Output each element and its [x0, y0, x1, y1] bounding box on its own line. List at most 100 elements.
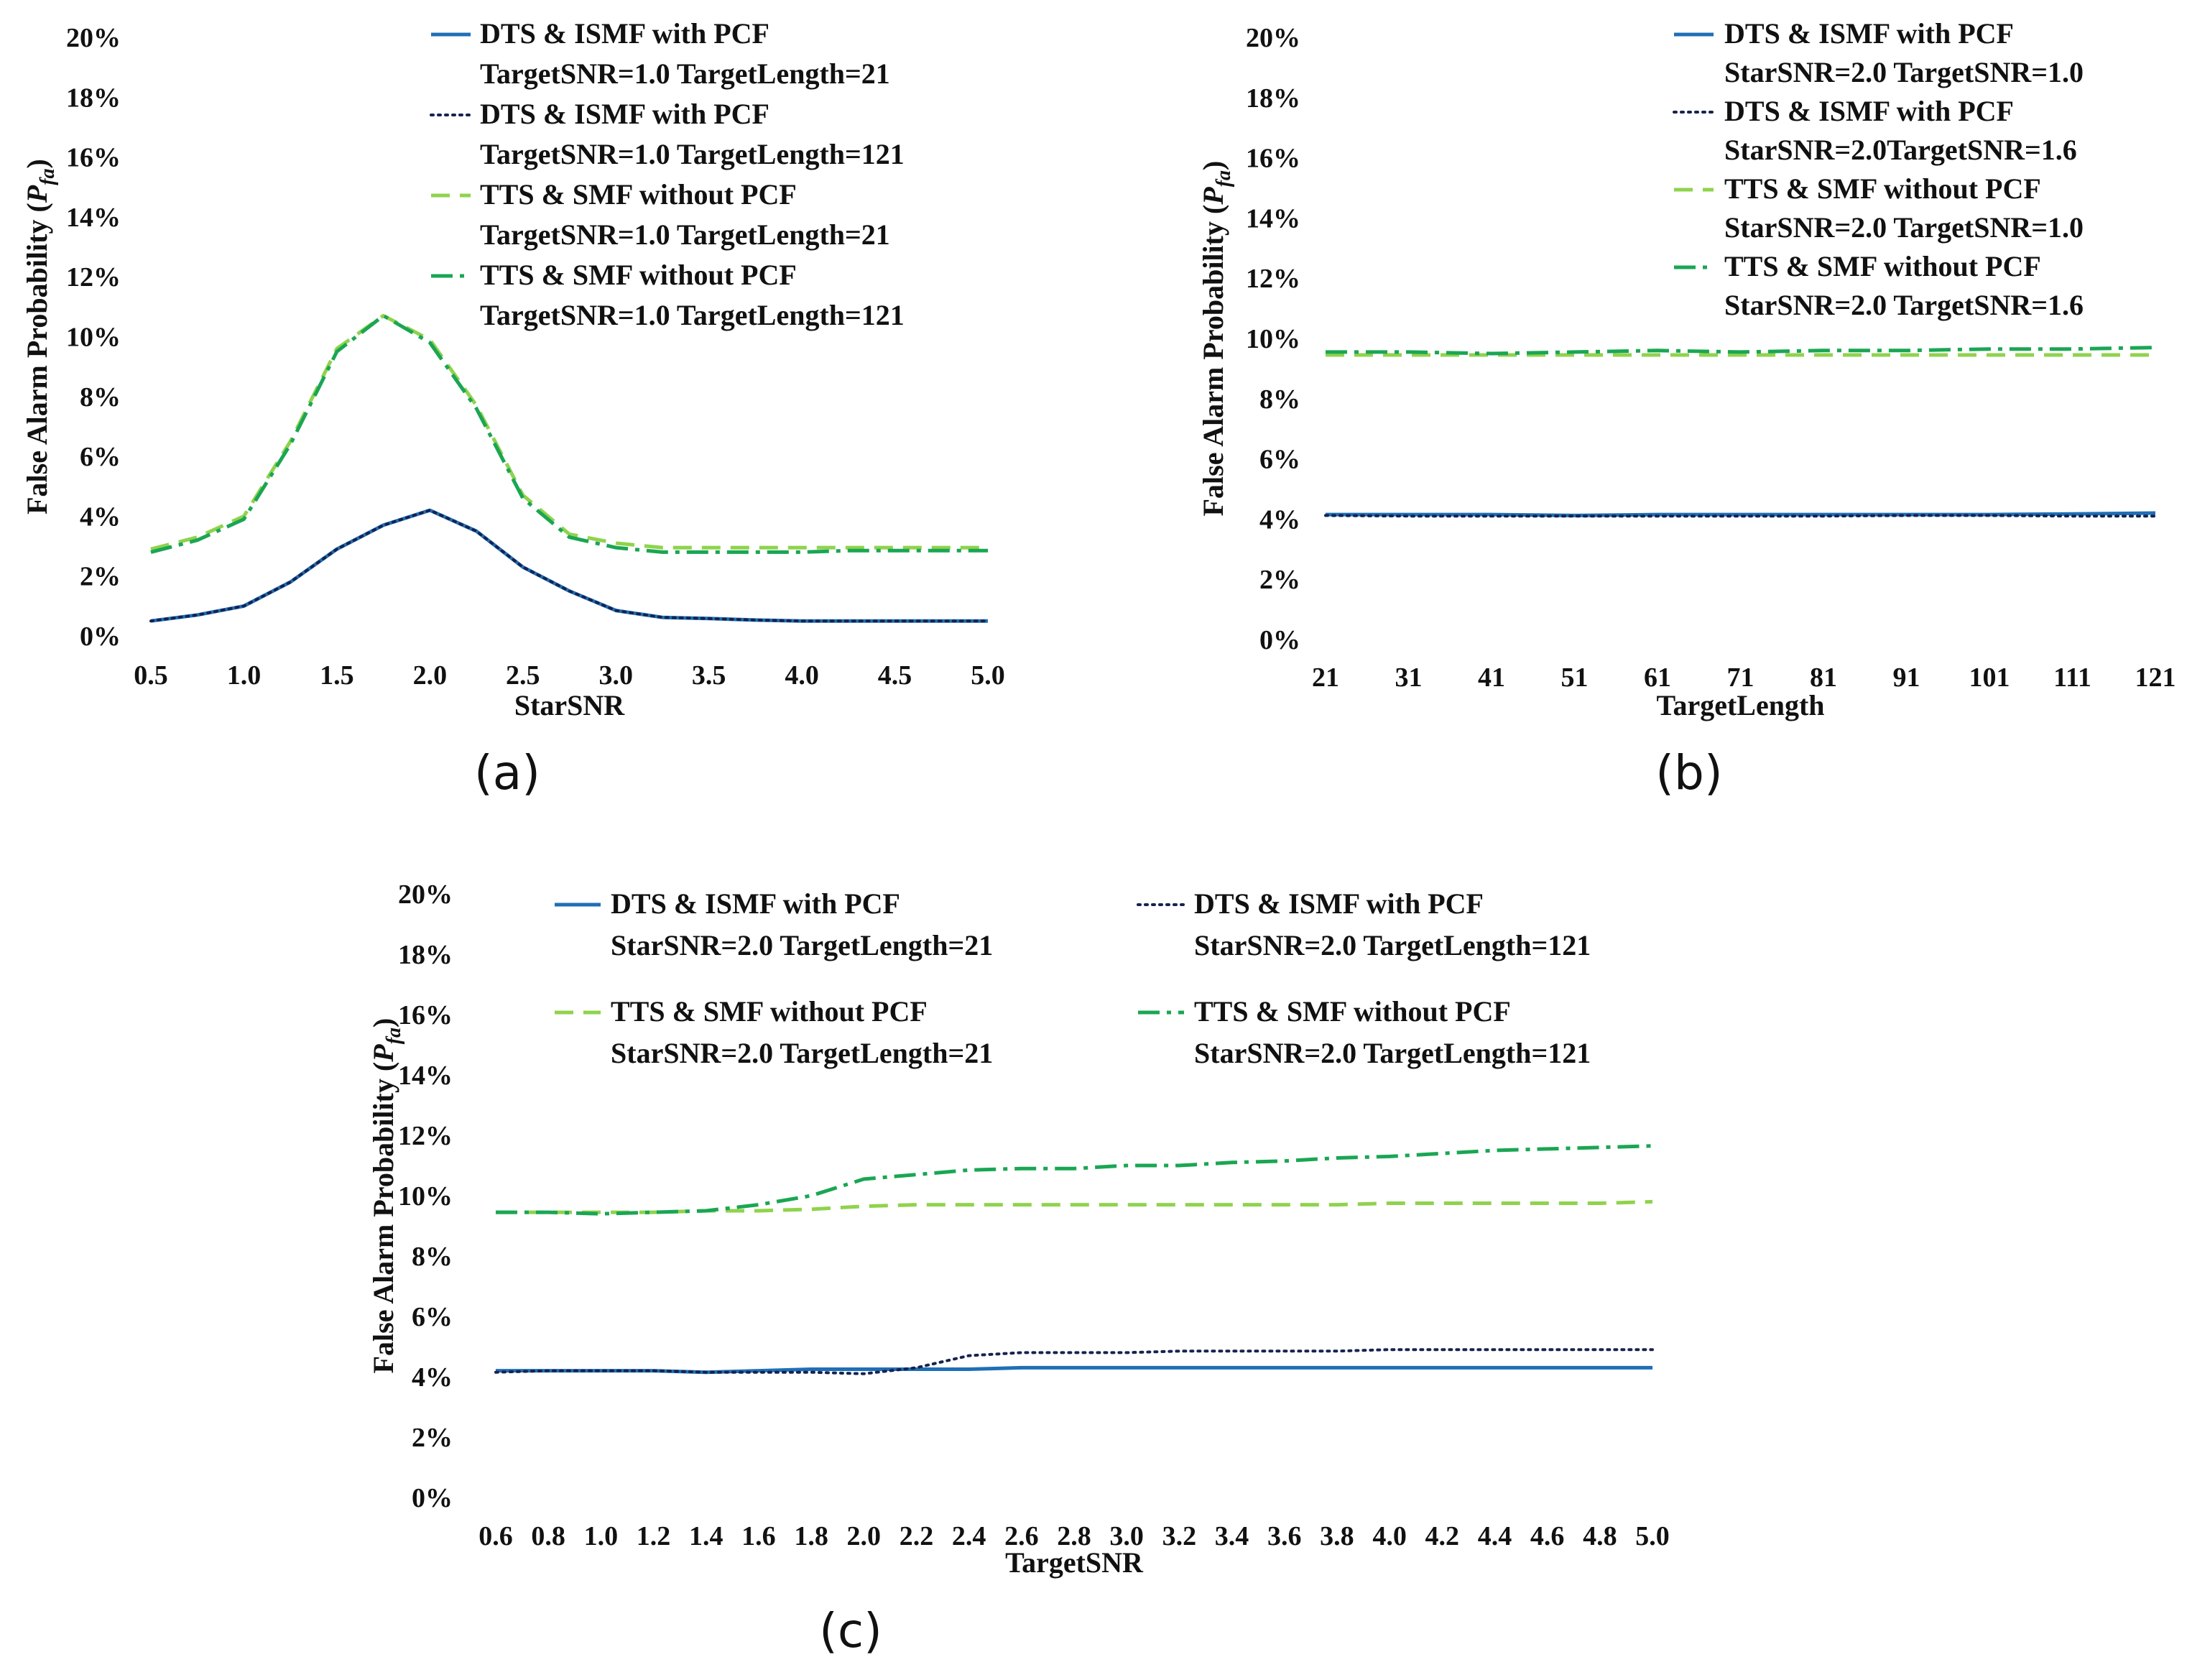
legend-entry-name: DTS & ISMF with PCF	[611, 887, 900, 920]
x-tick-label: 4.4	[1478, 1521, 1512, 1551]
legend-entry-name: TTS & SMF without PCF	[480, 259, 797, 291]
x-tick-label: 2.5	[506, 660, 540, 691]
y-tick-label: 0%	[412, 1483, 453, 1513]
x-tick-label: 71	[1727, 663, 1754, 693]
y-axis-label-main: False Alarm Probability (	[21, 203, 53, 514]
x-tick-label: 4.8	[1583, 1521, 1617, 1551]
y-axis-label-close: )	[367, 1018, 399, 1028]
y-axis-label-close: )	[1197, 161, 1229, 170]
x-tick-label: 61	[1644, 663, 1671, 693]
x-tick-label: 2.4	[952, 1521, 986, 1551]
chart-panel-b: 0% 2% 4% 6% 8% 10% 12% 14% 16% 18% 20% 21 31 41 51 61 71…	[1197, 17, 2176, 800]
y-axis-label-subscript: fa	[1213, 170, 1235, 187]
x-tick-label: 31	[1395, 663, 1423, 693]
panel-label: (b)	[1655, 745, 1722, 800]
x-tick-label: 3.5	[692, 660, 726, 691]
legend-entry-name: DTS & ISMF with PCF	[480, 98, 769, 130]
y-axis-label-main: False Alarm Probability (	[1197, 205, 1229, 517]
y-axis-label-symbol: P	[367, 1044, 399, 1063]
x-tick-label: 0.5	[134, 660, 168, 691]
y-tick-label: 18%	[1246, 83, 1300, 114]
legend-entry-params: StarSNR=2.0TargetSNR=1.6	[1724, 134, 2077, 166]
y-tick-label: 6%	[80, 442, 121, 472]
legend-entry-name: TTS & SMF without PCF	[1724, 172, 2041, 205]
y-tick-label: 20%	[398, 880, 453, 910]
x-tick-label: 1.0	[584, 1521, 619, 1551]
y-tick-label: 4%	[1259, 504, 1300, 535]
y-tick-label: 18%	[66, 83, 121, 113]
y-tick-label: 14%	[398, 1061, 453, 1091]
legend-entry-params: TargetSNR=1.0 TargetLength=121	[480, 138, 905, 170]
y-tick-label: 10%	[66, 323, 121, 353]
legend-entry-name: DTS & ISMF with PCF	[1194, 887, 1484, 920]
x-tick-label: 1.4	[689, 1521, 723, 1551]
x-tick-label: 4.5	[878, 660, 912, 691]
y-tick-label: 16%	[398, 1000, 453, 1030]
y-axis-label-symbol: P	[21, 185, 53, 203]
x-tick-label: 2.2	[900, 1521, 934, 1551]
x-tick-label: 2.6	[1004, 1521, 1039, 1551]
y-tick-label: 14%	[66, 203, 121, 233]
x-tick-label: 2.8	[1057, 1521, 1091, 1551]
y-axis-label-main: False Alarm Probability (	[367, 1062, 399, 1374]
x-tick-label: 51	[1561, 663, 1589, 693]
y-tick-label: 8%	[412, 1242, 453, 1272]
y-tick-label: 2%	[1259, 565, 1300, 595]
x-tick-label: 3.4	[1215, 1521, 1249, 1551]
chart-panel-a: 0% 2% 4% 6% 8% 10% 12% 14% 16% 18% 20% 0.5 1.0 1.5 2.0…	[21, 17, 1005, 800]
legend-entry-name: DTS & ISMF with PCF	[480, 17, 769, 50]
x-tick-label: 4.0	[785, 660, 819, 691]
y-tick-label: 6%	[1259, 445, 1300, 475]
y-tick-label: 6%	[412, 1302, 453, 1332]
x-axis-label: TargetSNR	[1005, 1546, 1144, 1579]
y-tick-label: 12%	[398, 1121, 453, 1151]
x-tick-label: 1.5	[320, 660, 354, 691]
legend-entry-name: TTS & SMF without PCF	[1194, 995, 1511, 1028]
x-tick-label: 81	[1810, 663, 1837, 693]
y-tick-label: 20%	[1246, 23, 1300, 53]
y-axis-label: False Alarm Probability (Pfa)	[1197, 161, 1235, 517]
legend-entry-params: StarSNR=2.0 TargetSNR=1.6	[1724, 289, 2084, 321]
y-tick-label: 10%	[398, 1181, 453, 1211]
legend-entry-name: DTS & ISMF with PCF	[1724, 17, 2014, 50]
x-tick-label: 101	[1969, 663, 2010, 693]
legend-entry-name: TTS & SMF without PCF	[611, 995, 928, 1028]
series-line-dashdot-green	[150, 313, 988, 554]
y-tick-label: 8%	[1259, 384, 1300, 415]
series-line-solid-blue	[150, 508, 988, 623]
series-line-dotted-navy	[149, 509, 989, 623]
x-axis-label: TargetLength	[1656, 689, 1824, 721]
y-axis-label-symbol: P	[1197, 187, 1229, 206]
x-tick-label: 4.2	[1425, 1521, 1460, 1551]
legend-entry-params: TargetSNR=1.0 TargetLength=21	[480, 57, 890, 90]
y-tick-label: 4%	[80, 502, 121, 532]
legend-entry-params: StarSNR=2.0 TargetSNR=1.0	[1724, 211, 2084, 244]
series-line-dashed-lightgreen	[496, 1199, 1653, 1214]
x-tick-label: 5.0	[1635, 1521, 1670, 1551]
legend-entry-params: StarSNR=2.0 TargetLength=121	[1194, 1037, 1591, 1069]
y-axis-label: False Alarm Probability (Pfa)	[21, 159, 59, 514]
legend-entry-name: TTS & SMF without PCF	[1724, 250, 2041, 282]
panel-label: (c)	[819, 1603, 882, 1658]
y-tick-label: 4%	[412, 1362, 453, 1393]
legend-entry-params: TargetSNR=1.0 TargetLength=121	[480, 299, 905, 331]
x-tick-label: 2.0	[413, 660, 448, 691]
y-tick-label: 12%	[66, 262, 121, 292]
x-tick-label: 3.0	[1109, 1521, 1144, 1551]
x-axis-label: StarSNR	[514, 689, 625, 721]
legend-entry-name: DTS & ISMF with PCF	[1724, 95, 2014, 127]
x-tick-label: 3.2	[1162, 1521, 1197, 1551]
x-tick-label: 2.0	[847, 1521, 882, 1551]
y-tick-label: 18%	[398, 940, 453, 970]
x-tick-label: 3.0	[598, 660, 633, 691]
x-tick-label: 1.8	[794, 1521, 828, 1551]
x-tick-label: 4.6	[1530, 1521, 1565, 1551]
y-tick-label: 16%	[1246, 144, 1300, 174]
legend-entry-name: TTS & SMF without PCF	[480, 178, 797, 211]
y-tick-label: 10%	[1246, 324, 1300, 354]
series-line-dotted-navy	[494, 1348, 1654, 1375]
x-tick-label: 21	[1312, 663, 1339, 693]
y-tick-label: 2%	[80, 562, 121, 592]
panel-label: (a)	[474, 745, 540, 800]
